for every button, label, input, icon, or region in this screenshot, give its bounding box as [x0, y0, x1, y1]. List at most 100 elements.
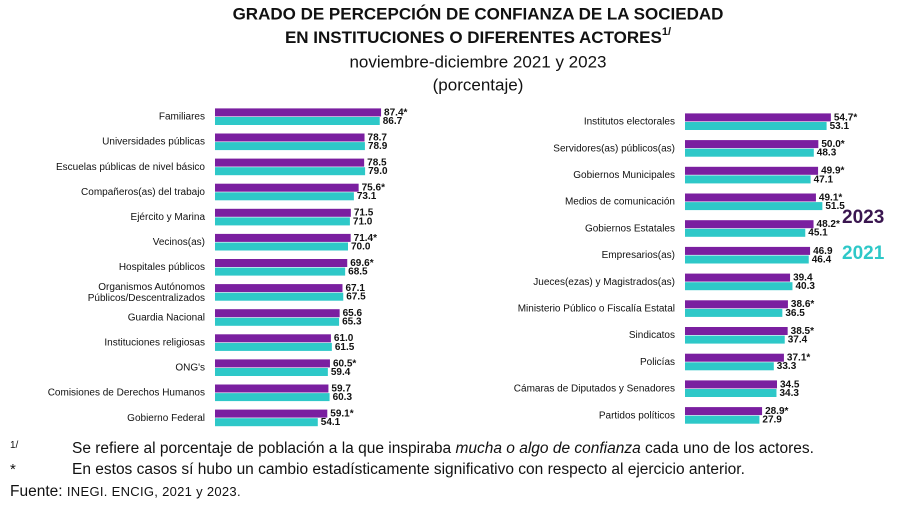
value-label: 65.3 — [342, 317, 362, 328]
value-label: 27.9 — [762, 415, 782, 426]
category-label: Ministerio Público o Fiscalía Estatal — [518, 304, 675, 315]
value-label: 50.0* — [821, 139, 844, 150]
bar — [685, 308, 783, 317]
value-label: 40.3 — [795, 281, 815, 292]
bar — [215, 142, 365, 151]
category-label: Universidades públicas — [102, 137, 205, 148]
footnote-text: En estos casos sí hubo un cambio estadís… — [72, 461, 745, 478]
value-label: 46.4 — [812, 254, 832, 265]
unit-label: (porcentaje) — [433, 75, 524, 94]
value-label: 34.5 — [780, 379, 800, 390]
category-label: Gobiernos Estatales — [585, 223, 675, 234]
source-label: Fuente: — [10, 483, 63, 500]
source-text: INEGI. ENCIG, 2021 y 2023. — [66, 484, 241, 499]
footnote-text: cada uno de los actores. — [640, 440, 814, 457]
bar — [685, 202, 823, 211]
value-label: 28.9* — [765, 406, 788, 417]
bar — [215, 217, 350, 226]
value-label: 65.6 — [343, 308, 363, 319]
value-label: 67.5 — [346, 292, 366, 303]
value-label: 39.4 — [793, 273, 813, 284]
footnote-marker: * — [10, 461, 16, 478]
value-label: 67.1 — [345, 283, 365, 294]
bar — [215, 183, 359, 192]
bar — [215, 259, 348, 267]
bar — [685, 273, 791, 282]
bar — [215, 409, 328, 418]
chart-title-line: EN INSTITUCIONES O DIFERENTES ACTORES — [285, 28, 662, 47]
bar — [215, 242, 348, 251]
category-label: Comisiones de Derechos Humanos — [48, 388, 205, 399]
value-label: 68.5 — [348, 267, 368, 278]
footnote: 1/Se refiere al porcentaje de población … — [10, 440, 814, 458]
category-label: Policías — [640, 357, 675, 368]
category-label: Empresarios(as) — [602, 250, 675, 261]
value-label: 37.4 — [788, 335, 808, 346]
category-label: Compañeros(as) del trabajo — [81, 187, 205, 198]
value-label: 59.1* — [330, 409, 353, 420]
value-label: 38.6* — [791, 299, 814, 310]
chart: GRADO DE PERCEPCIÓN DE CONFIANZA DE LA S… — [48, 4, 885, 428]
bar — [215, 158, 365, 167]
bar — [685, 175, 811, 184]
value-label: 78.7 — [368, 132, 388, 143]
value-label: 61.5 — [335, 342, 355, 353]
bar — [685, 166, 819, 175]
value-label: 45.1 — [808, 228, 828, 239]
bar — [685, 380, 777, 389]
category-label: Partidos políticos — [599, 410, 675, 421]
bar — [215, 309, 340, 318]
value-label: 36.5 — [785, 308, 805, 319]
bar — [685, 327, 788, 335]
bar — [215, 393, 330, 402]
category-label: Organismos Autónomos Públicos/Descentrali… — [88, 282, 205, 304]
value-label: 48.2* — [817, 219, 840, 230]
footnote-marker: 1/ — [10, 440, 19, 451]
category-label: Hospitales públicos — [119, 262, 205, 273]
value-label: 87.4* — [384, 107, 407, 118]
category-label: Gobiernos Municipales — [573, 170, 675, 181]
footnote-text: Se refiere al porcentaje de población a … — [72, 440, 456, 457]
bar — [685, 353, 784, 362]
value-label: 75.6* — [362, 183, 385, 194]
bar — [685, 282, 793, 291]
category-label: Instituciones religiosas — [104, 338, 205, 349]
category-label: Familiares — [159, 112, 205, 123]
value-label: 53.1 — [830, 121, 850, 132]
bar — [685, 389, 777, 397]
title-superscript: 1/ — [662, 26, 671, 38]
bar — [685, 246, 811, 255]
bar — [215, 133, 365, 142]
value-label: 59.4 — [331, 367, 351, 378]
value-label: 78.5 — [367, 158, 387, 169]
bar — [685, 415, 760, 424]
bar — [215, 284, 343, 293]
value-label: 34.3 — [779, 388, 799, 399]
value-label: 79.0 — [368, 166, 388, 177]
value-label: 71.0 — [353, 216, 373, 227]
bar — [215, 359, 330, 368]
bar — [215, 233, 351, 242]
value-label: 37.1* — [787, 353, 810, 364]
footnote: * En estos casos sí hubo un cambio estadí… — [10, 461, 745, 479]
value-label: 46.9 — [813, 246, 833, 257]
value-label: 70.0 — [351, 241, 371, 252]
category-label: Escuelas públicas de nivel básico — [56, 162, 205, 173]
category-label: Sindicatos — [629, 330, 675, 341]
value-label: 54.1 — [321, 417, 341, 428]
chart-subtitle: noviembre-diciembre 2021 y 2023 — [349, 52, 606, 71]
value-label: 60.3 — [333, 392, 353, 403]
value-label: 71.4* — [354, 233, 377, 244]
bar — [215, 108, 382, 117]
category-label: Jueces(ezas) y Magistrados(as) — [533, 277, 675, 288]
bar — [215, 267, 346, 276]
bar — [685, 113, 831, 122]
footnote-text: mucha o algo de confianza — [455, 440, 641, 457]
category-label: ONG's — [175, 363, 205, 374]
bar — [215, 167, 366, 176]
bar — [685, 362, 774, 371]
value-label: 78.9 — [368, 141, 388, 152]
bar — [685, 148, 814, 157]
value-label: 47.1 — [814, 174, 834, 185]
